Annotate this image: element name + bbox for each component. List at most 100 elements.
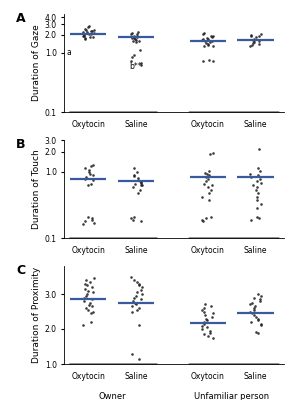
Point [84, 282, 89, 288]
Point [204, 178, 209, 184]
Point [204, 171, 209, 177]
Point [132, 173, 136, 180]
Point [255, 214, 260, 220]
Point [200, 326, 205, 332]
Point [130, 54, 135, 60]
Point [250, 42, 254, 48]
Point [86, 287, 90, 294]
Point [91, 27, 96, 33]
Point [139, 218, 143, 224]
Point [137, 47, 142, 54]
Point [139, 62, 144, 68]
Point [252, 312, 256, 318]
Point [251, 37, 255, 44]
Point [138, 178, 142, 184]
Point [134, 278, 139, 285]
Point [209, 187, 214, 194]
Point [128, 273, 133, 280]
Point [89, 215, 94, 221]
Point [85, 29, 89, 36]
Point [134, 289, 139, 296]
Point [136, 305, 141, 311]
Text: Unfamiliar person: Unfamiliar person [194, 140, 269, 149]
Point [210, 33, 215, 39]
Point [82, 26, 87, 32]
Point [87, 169, 91, 176]
Point [255, 194, 259, 200]
Point [251, 306, 256, 313]
Point [86, 23, 91, 30]
Point [208, 328, 213, 334]
Point [200, 58, 205, 64]
Point [137, 38, 142, 44]
Point [203, 215, 208, 221]
Point [136, 175, 141, 181]
Text: Unfamiliar person: Unfamiliar person [194, 392, 269, 400]
Point [203, 301, 207, 307]
Point [205, 36, 210, 42]
Point [248, 171, 252, 177]
Point [210, 150, 215, 156]
Text: b**: b** [129, 62, 142, 71]
Point [82, 32, 87, 38]
Point [203, 38, 207, 45]
Point [206, 172, 211, 178]
Point [251, 40, 255, 46]
Point [88, 319, 93, 325]
Point [251, 36, 256, 42]
Point [255, 172, 260, 178]
Point [253, 329, 258, 335]
Point [253, 314, 258, 320]
Point [135, 168, 140, 175]
Point [130, 303, 134, 310]
Point [139, 60, 144, 66]
Point [205, 317, 210, 324]
Point [139, 179, 144, 185]
Point [90, 303, 95, 310]
Point [135, 33, 140, 39]
Point [88, 300, 92, 306]
Text: a: a [67, 48, 71, 57]
Point [200, 322, 205, 329]
Point [207, 151, 212, 158]
Point [139, 284, 144, 290]
Point [211, 334, 215, 341]
Point [130, 38, 135, 45]
Point [259, 320, 263, 327]
Point [86, 301, 91, 308]
Point [88, 171, 93, 177]
Point [206, 42, 211, 48]
Point [255, 330, 260, 336]
Point [131, 184, 136, 190]
Point [139, 296, 143, 302]
Point [254, 196, 259, 203]
Point [210, 58, 215, 64]
Point [129, 31, 133, 38]
Point [132, 165, 137, 172]
Point [256, 215, 261, 221]
Point [91, 172, 95, 178]
Point [259, 31, 263, 38]
Point [202, 308, 206, 315]
Point [135, 30, 139, 37]
Point [90, 34, 95, 40]
Point [259, 201, 263, 208]
Point [200, 194, 205, 200]
Point [255, 178, 259, 184]
Point [82, 32, 87, 39]
Point [256, 190, 260, 196]
Point [83, 286, 88, 292]
Text: Owner: Owner [98, 266, 126, 275]
Point [205, 324, 210, 330]
Point [83, 164, 87, 171]
Point [135, 190, 140, 196]
Point [249, 300, 254, 306]
Point [86, 167, 91, 174]
Point [83, 35, 87, 42]
Point [258, 176, 263, 182]
Point [130, 351, 134, 358]
Point [137, 356, 141, 362]
Point [248, 32, 253, 38]
Point [85, 24, 90, 30]
Point [204, 315, 209, 322]
